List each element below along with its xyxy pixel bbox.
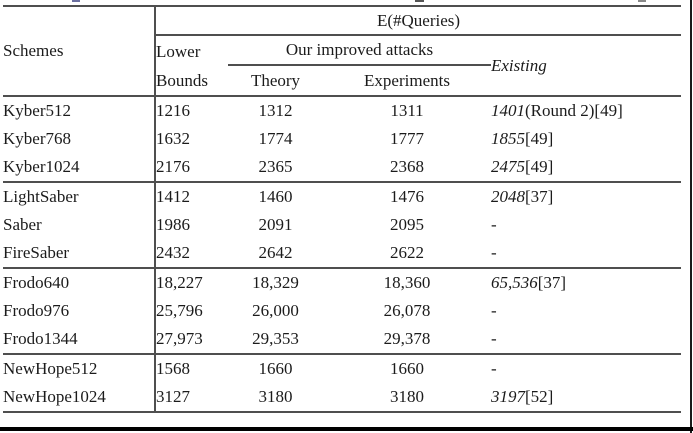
experiments-value: 2095 [390,215,424,234]
existing-value: 1855[49] [491,125,681,153]
experiments-value: 26,078 [383,301,431,320]
existing-number: - [491,215,497,234]
table-row: FireSaber 2432 2642 2622 - [3,239,681,268]
col-header-theory: Theory [250,70,301,90]
existing-value: 1401(Round 2)[49] [491,95,682,125]
existing-citation: (Round 2)[49] [525,101,623,120]
theory-value: 3180 [228,383,323,413]
existing-number: - [491,301,497,320]
col-header-lower-bounds: Lower Bounds [155,35,228,96]
table-row: Kyber512 1216 1312 1311 1401(Round 2)[49… [3,95,682,125]
scheme-name: Frodo976 [3,297,156,325]
theory-value: 29,353 [252,329,299,348]
theory-value: 2642 [258,243,293,262]
existing-citation: [49] [525,129,554,148]
theory-value: 2091 [258,215,293,234]
query-complexity-table: Schemes E(#Queries) Lower Bounds Our imp… [3,5,682,413]
existing-number: 1855 [491,129,525,148]
col-header-experiments: Experiments [364,70,450,90]
table-row: NewHope1024 3127 3180 3180 3197[52] [3,383,682,413]
experiments-value: 18,360 [323,267,491,297]
clipped-caption-artifact [415,0,424,2]
scheme-name: LightSaber [3,181,156,211]
clipped-caption-artifact [72,0,80,2]
frame-bottom-border [0,427,693,431]
frame-right-border [690,0,692,433]
experiments-value: 2368 [390,157,424,176]
experiments-value: 1660 [323,353,491,383]
table-row: Kyber1024 2176 2365 2368 2475[49] [3,153,681,182]
existing-value: - [491,325,681,354]
existing-value: 65,536[37] [491,267,682,297]
theory-value: 2365 [258,157,293,176]
existing-number: 3197 [491,387,525,406]
table-row: Kyber768 1632 1774 1777 1855[49] [3,125,681,153]
lower-bound-value: 18,227 [155,267,228,297]
clipped-caption-artifact [638,0,646,2]
scheme-name: Kyber768 [3,125,156,153]
scheme-name: FireSaber [3,239,156,268]
lower-bound-value: 2176 [156,157,190,176]
existing-citation: [37] [537,273,567,292]
lower-bound-value: 1986 [156,215,190,234]
scheme-name: NewHope512 [3,353,156,383]
theory-value: 26,000 [252,301,299,320]
existing-number: 1401 [491,101,525,120]
lower-bound-value: 1568 [155,353,228,383]
lower-bound-value: 1632 [156,129,190,148]
existing-citation: [37] [525,187,554,206]
table-row: Frodo1344 27,973 29,353 29,378 - [3,325,681,354]
scheme-name: NewHope1024 [3,383,156,413]
scheme-name: Saber [3,211,156,239]
experiments-value: 29,378 [383,329,431,348]
lower-bound-value: 1216 [155,95,228,125]
col-header-improved-attacks: Our improved attacks [228,35,491,66]
scheme-name: Kyber512 [3,95,156,125]
existing-number: - [491,243,497,262]
lower-bounds-line1: Lower [156,41,201,61]
existing-number: 65,536 [491,273,538,292]
lower-bounds-line2: Bounds [156,70,208,90]
lower-bound-value: 1412 [155,181,228,211]
existing-value: - [491,211,681,239]
experiments-value: 1476 [323,181,491,211]
table-row: Saber 1986 2091 2095 - [3,211,681,239]
existing-number: - [491,329,497,348]
existing-value: - [491,239,681,268]
theory-value: 18,329 [228,267,323,297]
existing-value: 2475[49] [491,153,681,182]
table-row: Frodo640 18,227 18,329 18,360 65,536[37] [3,267,682,297]
theory-value: 1774 [258,129,293,148]
scheme-name: Kyber1024 [3,153,156,182]
existing-value: 2048[37] [491,181,682,211]
theory-value: 1460 [228,181,323,211]
experiments-value: 3180 [323,383,491,413]
existing-citation: [49] [525,157,554,176]
lower-bound-value: 3127 [155,383,228,413]
theory-value: 1660 [228,353,323,383]
table-row: Frodo976 25,796 26,000 26,078 - [3,297,681,325]
col-header-existing: Existing [491,55,547,75]
lower-bound-value: 2432 [156,243,190,262]
existing-value: - [491,297,681,325]
scheme-name: Frodo640 [3,267,156,297]
table-row: LightSaber 1412 1460 1476 2048[37] [3,181,682,211]
table-row: NewHope512 1568 1660 1660 - [3,353,682,383]
theory-value: 1312 [228,95,323,125]
existing-value: 3197[52] [491,383,682,413]
experiments-value: 2622 [390,243,424,262]
experiments-value: 1777 [390,129,424,148]
existing-number: - [491,359,497,378]
scheme-name: Frodo1344 [3,325,156,354]
col-header-schemes: Schemes [3,5,156,96]
existing-value: - [491,353,682,383]
existing-number: 2048 [491,187,525,206]
lower-bound-value: 25,796 [156,301,203,320]
experiments-value: 1311 [323,95,491,125]
lower-bound-value: 27,973 [156,329,203,348]
existing-number: 2475 [491,157,525,176]
col-header-e-queries: E(#Queries) [155,5,682,36]
existing-citation: [52] [525,387,554,406]
